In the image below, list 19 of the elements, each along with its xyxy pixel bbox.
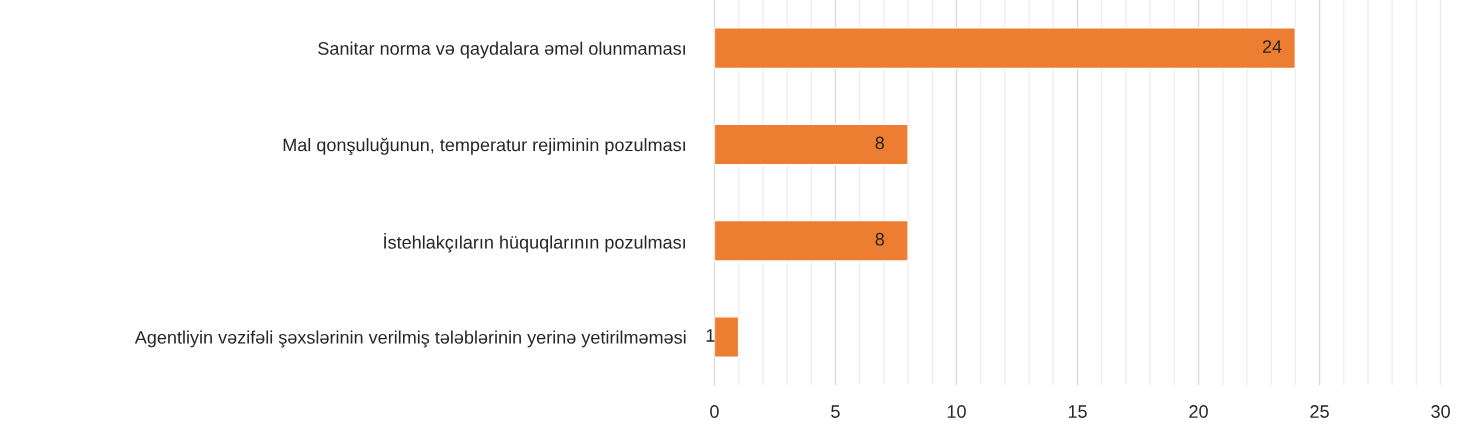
data-label: 1 [706, 329, 715, 342]
bar [714, 219, 909, 262]
x-tick-label: 15 [1068, 405, 1087, 418]
y-tick-label: Mal qonşuluğunun, temperatur rejiminin pozulması [283, 137, 685, 155]
x-tick-label: 20 [1189, 405, 1208, 418]
x-tick-label: 0 [710, 405, 719, 418]
y-tick-label: Sanitar norma və qaydalara əməl olunmaması [318, 41, 685, 59]
bar [714, 123, 909, 166]
x-tick-label: 25 [1310, 405, 1329, 418]
x-tick-label: 5 [831, 405, 840, 418]
x-tick-label: 30 [1431, 405, 1450, 418]
bar [714, 316, 740, 358]
y-tick-label: Agentliyin vəzifəli şəxslərinin verilmiş tələblərinin yerinə yetirilməməsi [134, 330, 686, 348]
y-tick-label: İstehlakçıların hüquqlarının pozulması [384, 232, 685, 253]
data-label: 8 [875, 232, 884, 246]
data-label: 24 [1262, 40, 1282, 53]
data-label: 8 [875, 136, 884, 150]
x-tick-label: 10 [947, 405, 966, 418]
bar [714, 27, 1297, 70]
